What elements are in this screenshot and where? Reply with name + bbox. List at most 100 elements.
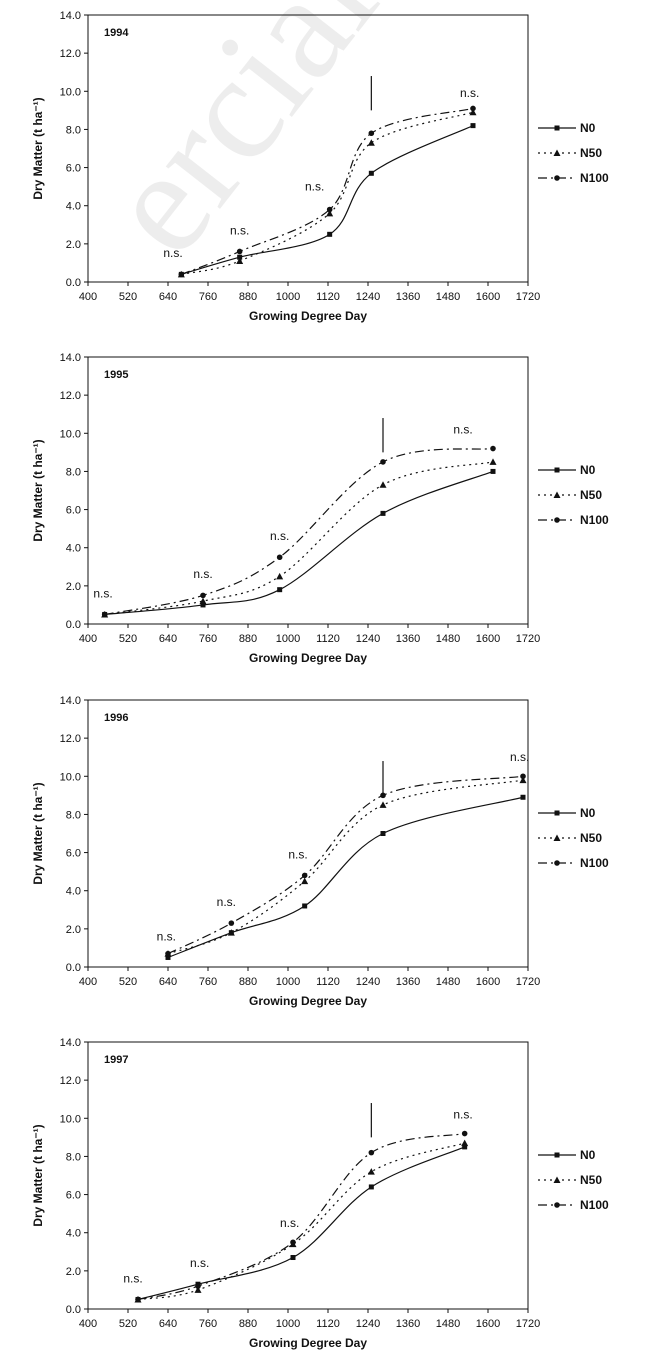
data-point-n50 [227, 929, 235, 936]
data-point-n100 [380, 792, 386, 799]
x-tick-label: 1120 [316, 291, 340, 303]
significance-annotation: n.s. [193, 567, 212, 581]
y-tick-label: 6.0 [66, 163, 81, 175]
legend-marker-n0 [554, 1152, 560, 1158]
x-tick-label: 1600 [476, 291, 500, 303]
significance-annotation: n.s. [510, 750, 529, 764]
significance-annotation: n.s. [123, 1271, 142, 1285]
significance-annotation: n.s. [157, 929, 176, 943]
x-tick-label: 1480 [436, 633, 460, 645]
y-tick-label: 2.0 [66, 1266, 81, 1278]
legend-label-n50: N50 [580, 831, 602, 845]
data-point-n100 [520, 773, 526, 780]
series-line-n0 [167, 796, 524, 959]
data-point-n100 [200, 592, 206, 599]
legend-marker-n100 [554, 517, 560, 523]
y-axis-label: Dry Matter (t ha⁻¹) [31, 97, 45, 199]
legend-label-n100: N100 [580, 1198, 609, 1212]
legend-marker-n100 [554, 175, 560, 181]
x-tick-label: 880 [239, 291, 257, 303]
x-tick-label: 1600 [476, 633, 500, 645]
x-tick-label: 1480 [436, 976, 460, 988]
legend-marker-n50 [553, 1176, 561, 1183]
data-point-n100 [326, 206, 333, 213]
y-tick-label: 0.0 [66, 277, 81, 289]
x-tick-label: 640 [159, 1318, 177, 1330]
series-line-n50 [137, 1142, 465, 1301]
data-point-n50 [469, 108, 477, 116]
x-tick-label: 640 [159, 633, 177, 645]
x-tick-label: 640 [159, 976, 177, 988]
legend-label-n100: N100 [580, 513, 609, 527]
data-point-n0 [302, 903, 308, 909]
legend-marker-n0 [554, 467, 560, 473]
data-point-n0 [165, 954, 171, 960]
x-tick-label: 1240 [356, 976, 380, 988]
x-tick-label: 880 [239, 1318, 257, 1330]
x-tick-label: 1360 [396, 976, 420, 988]
y-tick-label: 6.0 [66, 505, 81, 517]
y-tick-label: 12.0 [60, 1075, 81, 1087]
data-point-n50 [379, 481, 387, 488]
data-point-n0 [327, 231, 333, 237]
significance-annotation: n.s. [190, 1256, 209, 1270]
series-line-n50 [104, 461, 494, 616]
legend-label-n100: N100 [580, 856, 609, 870]
data-point-n100 [165, 950, 171, 957]
data-point-n50 [194, 1286, 202, 1293]
significance-annotation: n.s. [217, 895, 236, 909]
data-point-n100 [101, 611, 108, 618]
y-tick-label: 6.0 [66, 848, 81, 860]
data-point-n50 [367, 139, 375, 146]
x-tick-label: 1480 [436, 291, 460, 303]
series-line-n50 [181, 111, 474, 275]
y-tick-label: 10.0 [60, 428, 81, 440]
x-tick-label: 520 [119, 976, 137, 988]
legend-marker-n50 [553, 149, 561, 156]
plot-frame [87, 1041, 529, 1310]
x-tick-label: 880 [239, 633, 257, 645]
y-tick-label: 10.0 [60, 1113, 81, 1125]
legend-marker-n50 [553, 491, 561, 498]
y-axis-label: Dry Matter (t ha⁻¹) [31, 782, 45, 884]
x-tick-label: 1120 [316, 633, 340, 645]
data-point-n50 [326, 209, 334, 217]
x-tick-label: 760 [199, 1318, 217, 1330]
x-tick-label: 520 [119, 291, 137, 303]
data-point-n100 [380, 459, 386, 465]
x-tick-label: 1240 [356, 1318, 380, 1330]
significance-annotation: n.s. [288, 847, 307, 861]
x-tick-label: 1120 [316, 976, 340, 988]
data-point-n50 [236, 257, 244, 265]
significance-annotation: n.s. [230, 223, 249, 237]
data-point-n0 [380, 510, 386, 516]
significance-annotation: n.s. [460, 86, 479, 100]
significance-annotation: n.s. [270, 529, 289, 543]
y-tick-label: 2.0 [66, 924, 81, 936]
data-point-n50 [301, 877, 309, 885]
data-point-n100 [195, 1283, 201, 1289]
legend-marker-n100 [554, 860, 560, 866]
data-point-n100 [461, 1130, 468, 1137]
data-point-n50 [461, 1139, 469, 1147]
data-point-n50 [276, 572, 284, 580]
y-tick-label: 10.0 [60, 771, 81, 783]
data-point-n100 [368, 1149, 375, 1156]
data-point-n50 [519, 776, 527, 784]
y-tick-label: 4.0 [66, 543, 81, 555]
panel-year-label: 1995 [104, 369, 128, 381]
legend-marker-n0 [554, 125, 560, 131]
y-tick-label: 0.0 [66, 1304, 81, 1316]
x-tick-label: 760 [199, 291, 217, 303]
significance-annotation: n.s. [453, 422, 472, 436]
x-tick-label: 1360 [396, 291, 420, 303]
series-line-n0 [181, 125, 474, 275]
chart-panel-1997: 400 520 640 760 880 1000 1120 1240 1360 1480 1600 1… [31, 1037, 609, 1350]
x-tick-label: 400 [79, 633, 97, 645]
x-tick-label: 1360 [396, 1318, 420, 1330]
y-tick-label: 14.0 [60, 10, 81, 22]
x-tick-label: 1360 [396, 633, 420, 645]
series-line-n100 [167, 775, 524, 955]
y-axis-label: Dry Matter (t ha⁻¹) [31, 439, 45, 541]
legend-label-n0: N0 [580, 806, 596, 820]
